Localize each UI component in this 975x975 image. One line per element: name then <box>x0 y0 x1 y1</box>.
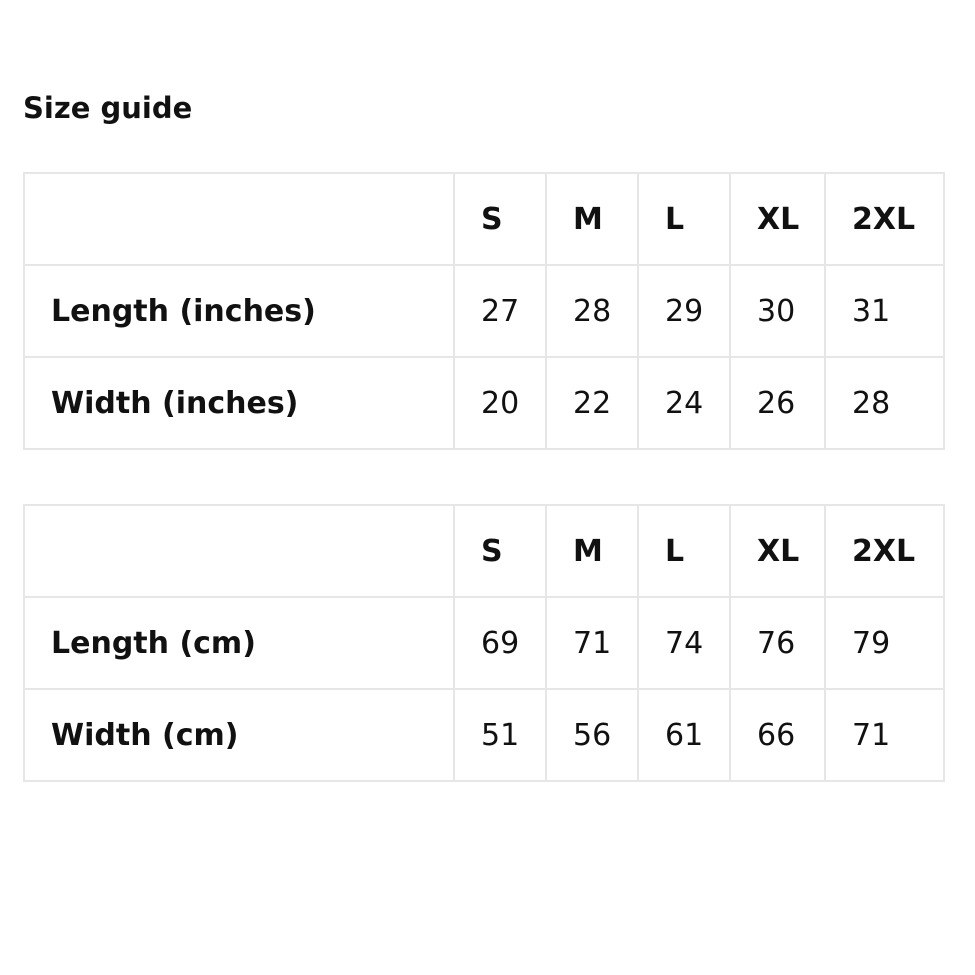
measurement-cell: 24 <box>637 356 731 450</box>
measurement-cell: 29 <box>637 264 731 358</box>
measurement-cell: 51 <box>453 688 547 782</box>
size-header: L <box>637 172 731 266</box>
measurement-cell: 30 <box>729 264 826 358</box>
table-row: Width (inches) 20 22 24 26 28 <box>23 356 945 450</box>
size-table-inches: S M L XL 2XL Length (inches) 27 28 29 30 31 Width (… <box>23 172 945 450</box>
size-header: M <box>545 504 639 598</box>
corner-cell <box>23 172 455 266</box>
table-row: Length (cm) 69 71 74 76 79 <box>23 596 945 690</box>
measurement-cell: 28 <box>824 356 945 450</box>
row-label: Length (inches) <box>23 264 455 358</box>
corner-cell <box>23 504 455 598</box>
measurement-cell: 22 <box>545 356 639 450</box>
measurement-cell: 28 <box>545 264 639 358</box>
row-label: Width (inches) <box>23 356 455 450</box>
size-table-cm: S M L XL 2XL Length (cm) 69 71 74 76 79 Width (cm) 5… <box>23 504 945 782</box>
measurement-cell: 56 <box>545 688 639 782</box>
measurement-cell: 69 <box>453 596 547 690</box>
table-row: Width (cm) 51 56 61 66 71 <box>23 688 945 782</box>
row-label: Length (cm) <box>23 596 455 690</box>
size-header: 2XL <box>824 504 945 598</box>
size-header: L <box>637 504 731 598</box>
measurement-cell: 66 <box>729 688 826 782</box>
table-row: Length (inches) 27 28 29 30 31 <box>23 264 945 358</box>
size-header: S <box>453 172 547 266</box>
measurement-cell: 76 <box>729 596 826 690</box>
measurement-cell: 79 <box>824 596 945 690</box>
measurement-cell: 71 <box>545 596 639 690</box>
size-header: XL <box>729 172 826 266</box>
measurement-cell: 31 <box>824 264 945 358</box>
row-label: Width (cm) <box>23 688 455 782</box>
header-row: S M L XL 2XL <box>23 172 945 266</box>
measurement-cell: 61 <box>637 688 731 782</box>
size-header: S <box>453 504 547 598</box>
measurement-cell: 74 <box>637 596 731 690</box>
size-header: 2XL <box>824 172 945 266</box>
size-header: M <box>545 172 639 266</box>
measurement-cell: 20 <box>453 356 547 450</box>
measurement-cell: 27 <box>453 264 547 358</box>
page-title: Size guide <box>23 91 193 125</box>
measurement-cell: 26 <box>729 356 826 450</box>
header-row: S M L XL 2XL <box>23 504 945 598</box>
size-header: XL <box>729 504 826 598</box>
measurement-cell: 71 <box>824 688 945 782</box>
